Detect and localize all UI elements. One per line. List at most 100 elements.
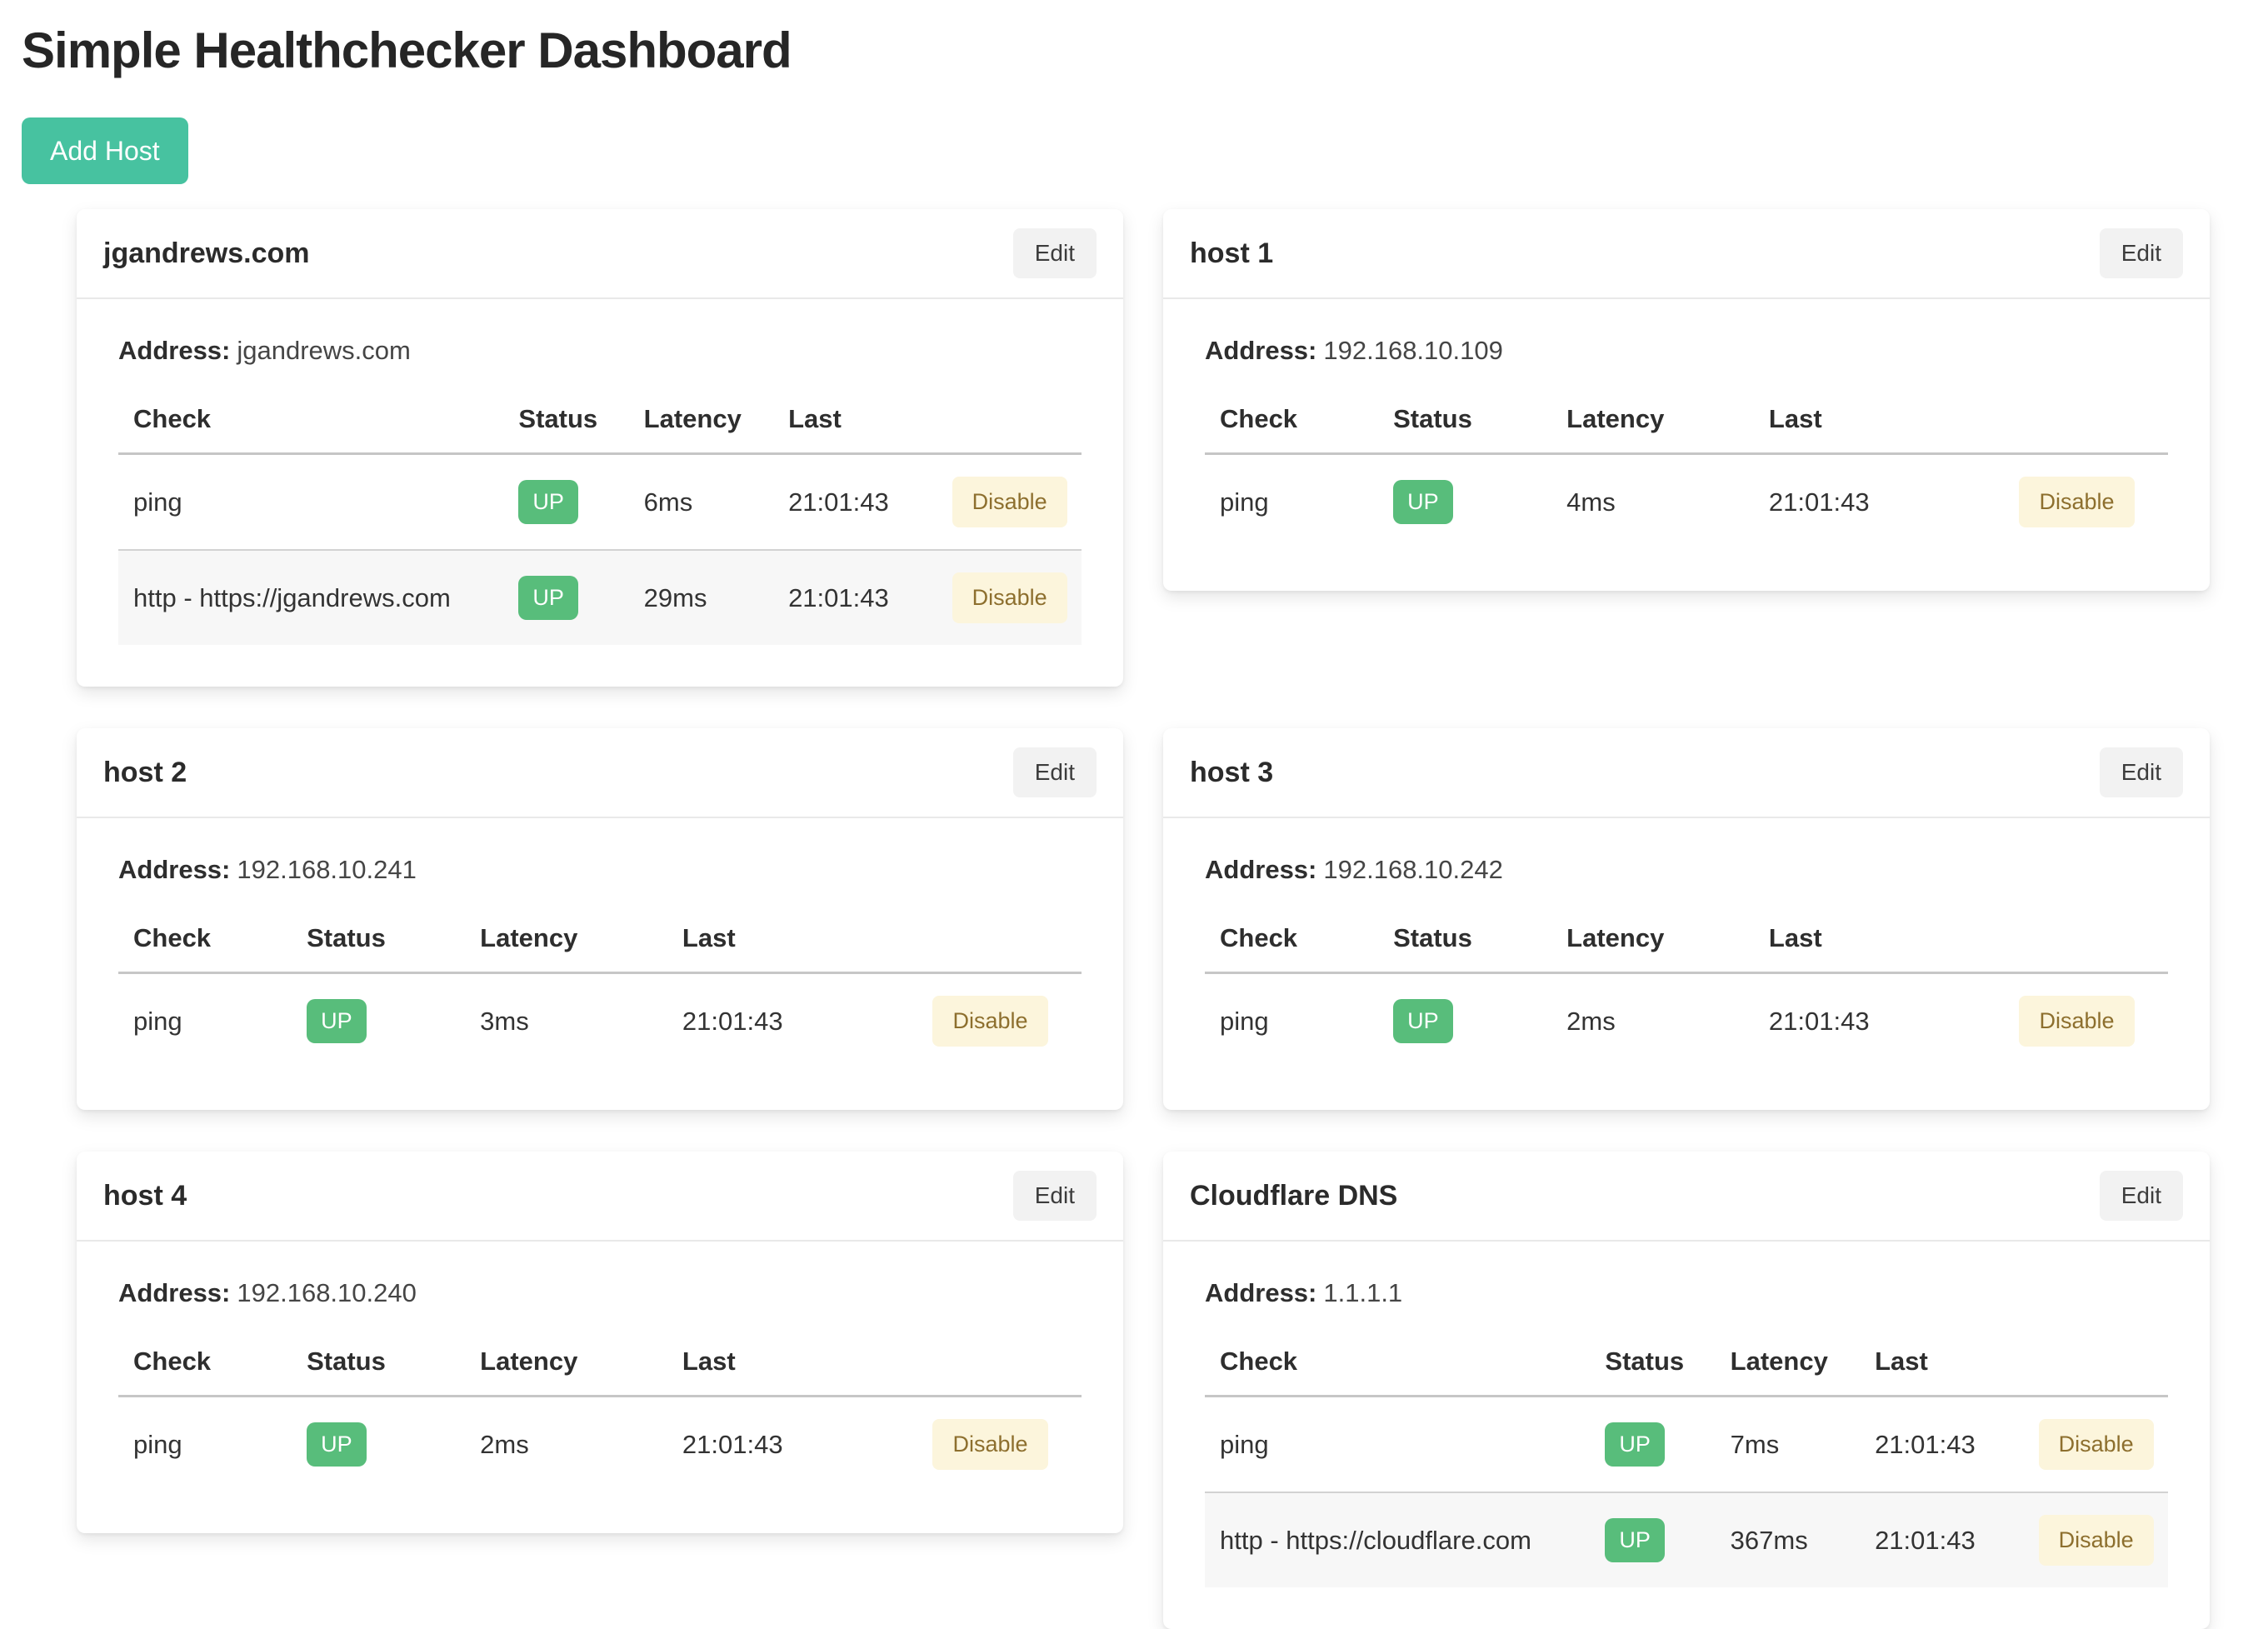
disable-button[interactable]: Disable [2038, 1419, 2154, 1470]
last-time: 21:01:43 [788, 487, 889, 517]
address-label: Address: [1205, 336, 1317, 365]
disable-button[interactable]: Disable [2019, 477, 2135, 527]
check-name: ping [133, 487, 182, 517]
disable-button[interactable]: Disable [2019, 996, 2135, 1047]
latency-value: 4ms [1566, 487, 1616, 517]
action-cell: Disable [917, 1397, 1082, 1492]
col-header-latency: Latency [1551, 923, 1754, 974]
latency-value: 3ms [480, 1006, 529, 1036]
col-header-action [917, 923, 1082, 974]
col-header-check: Check [118, 404, 504, 455]
action-cell: Disable [917, 973, 1082, 1069]
col-header-status: Status [503, 404, 629, 455]
check-row: ping UP 7ms 21:01:43 Disable [1205, 1397, 2168, 1493]
checks-table: Check Status Latency Last ping UP 7ms 21… [1205, 1347, 2168, 1587]
check-row: http - https://cloudflare.com UP 367ms 2… [1205, 1492, 2168, 1587]
host-address-line: Address: 192.168.10.109 [1205, 336, 2168, 366]
col-header-action [2004, 404, 2168, 455]
card-body: Address: jgandrews.com Check Status Laten… [77, 299, 1123, 687]
col-header-latency: Latency [1551, 404, 1754, 455]
status-badge: UP [1605, 1518, 1665, 1562]
disable-button[interactable]: Disable [932, 996, 1048, 1047]
col-header-latency: Latency [628, 404, 774, 455]
action-cell: Disable [937, 454, 1082, 551]
check-row: ping UP 2ms 21:01:43 Disable [1205, 973, 2168, 1069]
host-name: host 3 [1190, 756, 1274, 788]
checks-table: Check Status Latency Last ping UP 6ms 21… [118, 404, 1082, 645]
edit-button[interactable]: Edit [2099, 228, 2183, 278]
check-row: ping UP 2ms 21:01:43 Disable [118, 1397, 1082, 1492]
edit-button[interactable]: Edit [1012, 1171, 1097, 1221]
host-card: host 2 Edit Address: 192.168.10.241 Check… [77, 728, 1123, 1110]
col-header-latency: Latency [465, 923, 667, 974]
latency-value: 2ms [480, 1429, 529, 1459]
status-cell: UP [1378, 973, 1551, 1069]
host-name: host 4 [103, 1179, 187, 1212]
col-header-action [917, 1347, 1082, 1397]
add-host-button[interactable]: Add Host [22, 117, 188, 184]
address-label: Address: [118, 1278, 231, 1307]
check-name: http - https://cloudflare.com [1205, 1492, 1591, 1587]
host-address-line: Address: 192.168.10.242 [1205, 855, 2168, 885]
check-name: ping [133, 1006, 182, 1036]
address-label: Address: [1205, 855, 1317, 884]
host-address-line: Address: 192.168.10.241 [118, 855, 1082, 885]
latency-value: 7ms [1730, 1429, 1780, 1459]
host-card: host 4 Edit Address: 192.168.10.240 Check… [77, 1152, 1123, 1533]
host-card: host 1 Edit Address: 192.168.10.109 Check… [1163, 209, 2210, 591]
status-badge: UP [1393, 480, 1453, 524]
status-cell: UP [292, 1397, 465, 1492]
checks-table: Check Status Latency Last ping UP 2ms 21… [118, 1347, 1082, 1492]
status-cell: UP [292, 973, 465, 1069]
address-value: 192.168.10.240 [237, 1278, 417, 1307]
col-header-last: Last [667, 923, 918, 974]
col-header-status: Status [1378, 404, 1552, 455]
address-value: jgandrews.com [237, 336, 411, 365]
card-header: host 4 Edit [77, 1152, 1123, 1242]
col-header-status: Status [292, 1347, 466, 1397]
card-body: Address: 1.1.1.1 Check Status Latency Las… [1163, 1242, 2210, 1629]
card-header: jgandrews.com Edit [77, 209, 1123, 299]
edit-button[interactable]: Edit [1012, 228, 1097, 278]
check-name: ping [1220, 487, 1269, 517]
last-time: 21:01:43 [1768, 1006, 1870, 1036]
card-header: host 3 Edit [1163, 728, 2210, 818]
action-cell: Disable [937, 549, 1082, 645]
col-header-action [937, 404, 1082, 455]
col-header-latency: Latency [1715, 1347, 1861, 1397]
edit-button[interactable]: Edit [2099, 1171, 2183, 1221]
action-cell: Disable [2004, 454, 2168, 550]
col-header-check: Check [118, 1347, 292, 1397]
check-row: ping UP 3ms 21:01:43 Disable [118, 973, 1082, 1069]
col-header-latency: Latency [465, 1347, 667, 1397]
last-time: 21:01:43 [1875, 1429, 1976, 1459]
checks-table-header-row: Check Status Latency Last [1205, 1347, 2168, 1397]
col-header-status: Status [292, 923, 466, 974]
card-body: Address: 192.168.10.240 Check Status Late… [77, 1242, 1123, 1533]
disable-button[interactable]: Disable [952, 477, 1067, 527]
latency-value: 367ms [1715, 1492, 1861, 1587]
last-time: 21:01:43 [682, 1006, 783, 1036]
address-label: Address: [118, 855, 231, 884]
edit-button[interactable]: Edit [2099, 747, 2183, 797]
disable-button[interactable]: Disable [2038, 1515, 2154, 1566]
last-time: 21:01:43 [1860, 1492, 2024, 1587]
last-time: 21:01:43 [682, 1429, 783, 1459]
edit-button[interactable]: Edit [1012, 747, 1097, 797]
disable-button[interactable]: Disable [952, 572, 1067, 623]
address-value: 1.1.1.1 [1323, 1278, 1403, 1307]
last-time: 21:01:43 [773, 549, 937, 645]
col-header-last: Last [667, 1347, 918, 1397]
disable-button[interactable]: Disable [932, 1419, 1048, 1470]
check-name: ping [1220, 1006, 1269, 1036]
latency-value: 29ms [628, 549, 774, 645]
address-value: 192.168.10.109 [1323, 336, 1503, 365]
status-cell: UP [503, 454, 628, 551]
address-value: 192.168.10.242 [1323, 855, 1503, 884]
address-value: 192.168.10.241 [237, 855, 417, 884]
host-address-line: Address: 1.1.1.1 [1205, 1278, 2168, 1308]
host-address-line: Address: 192.168.10.240 [118, 1278, 1082, 1308]
check-row: ping UP 4ms 21:01:43 Disable [1205, 454, 2168, 550]
check-name: ping [1220, 1429, 1269, 1459]
